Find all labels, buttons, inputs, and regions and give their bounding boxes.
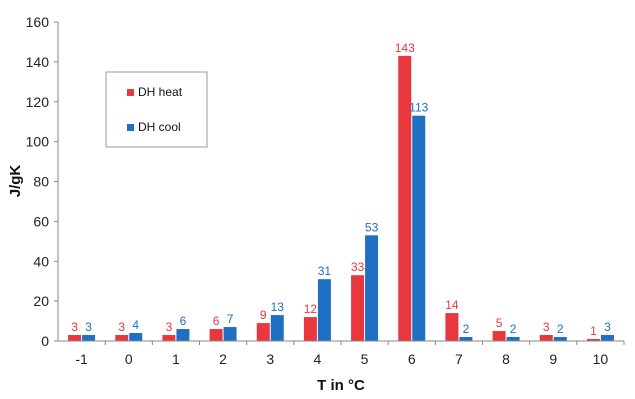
bar-dh-heat xyxy=(209,329,223,341)
data-label-dh-heat: 12 xyxy=(304,302,318,316)
x-axis-title: T in °C xyxy=(317,377,365,394)
data-label-dh-heat: 6 xyxy=(213,314,220,328)
x-tick-label: 9 xyxy=(549,351,557,367)
legend: DH heat DH cool xyxy=(105,71,208,148)
bar-dh-cool xyxy=(506,337,520,341)
bar-dh-heat xyxy=(256,323,270,341)
legend-swatch-dh-cool xyxy=(127,124,134,131)
data-label-dh-cool: 113 xyxy=(409,101,428,115)
x-tick-labels: -1 0 1 2 3 4 5 6 7 8 9 10 xyxy=(75,341,625,367)
y-tick-label: 120 xyxy=(26,94,50,110)
x-tick-label: 10 xyxy=(593,351,609,367)
data-label-dh-cool: 3 xyxy=(604,320,611,334)
x-tick-label: 8 xyxy=(502,351,510,367)
x-tick-label: 1 xyxy=(172,351,180,367)
y-tick-label: 60 xyxy=(33,213,49,229)
bar-dh-cool xyxy=(600,335,614,341)
bar-dh-cool xyxy=(176,329,190,341)
data-label-dh-cool: 2 xyxy=(510,322,517,336)
x-tick-label: 4 xyxy=(314,351,322,367)
x-tick-label: 2 xyxy=(219,351,227,367)
data-label-dh-heat: 33 xyxy=(351,260,365,274)
data-label-dh-cool: 13 xyxy=(271,300,285,314)
bar-dh-heat xyxy=(492,331,506,341)
bar-dh-heat xyxy=(398,55,412,342)
data-label-dh-cool: 7 xyxy=(227,312,234,326)
data-label-dh-heat: 5 xyxy=(496,316,503,330)
y-axis-title: J/gK xyxy=(7,165,24,198)
x-tick-label: 3 xyxy=(266,351,274,367)
data-label-dh-heat: 3 xyxy=(71,320,78,334)
bar-dh-cool xyxy=(365,235,379,341)
bar-dh-heat xyxy=(303,317,317,341)
bars xyxy=(68,55,614,342)
data-label-dh-cool: 6 xyxy=(180,314,187,328)
y-tick-label: 40 xyxy=(33,253,49,269)
y-tick-label: 80 xyxy=(33,174,49,190)
y-tick-label: 20 xyxy=(33,293,49,309)
bar-dh-heat xyxy=(445,313,459,341)
data-label-dh-heat: 143 xyxy=(395,41,415,55)
bar-dh-cool xyxy=(553,337,567,341)
data-label-dh-cool: 4 xyxy=(132,318,139,332)
bar-dh-cool xyxy=(270,315,284,341)
data-label-dh-heat: 9 xyxy=(260,308,267,322)
legend-box xyxy=(105,71,208,148)
data-label-dh-cool: 31 xyxy=(318,264,332,278)
data-label-dh-heat: 1 xyxy=(590,324,597,338)
bar-dh-cool xyxy=(459,337,473,341)
y-tick-label: 140 xyxy=(26,54,50,70)
y-tick-labels: 0 20 40 60 80 100 120 140 160 xyxy=(26,14,58,349)
bar-dh-heat xyxy=(539,335,553,341)
bar-dh-heat xyxy=(162,335,176,341)
bar-dh-heat xyxy=(68,335,82,341)
y-tick-label: 0 xyxy=(41,333,49,349)
data-label-dh-cool: 53 xyxy=(365,220,379,234)
legend-swatch-dh-heat xyxy=(127,89,134,96)
bar-dh-heat xyxy=(351,275,365,341)
x-tick-label: 6 xyxy=(408,351,416,367)
data-label-dh-cool: 2 xyxy=(557,322,564,336)
bar-dh-cool xyxy=(412,115,426,341)
bar-dh-cool xyxy=(129,333,143,341)
data-label-dh-heat: 3 xyxy=(118,320,125,334)
x-tick-label: 7 xyxy=(455,351,463,367)
legend-label-dh-cool: DH cool xyxy=(138,120,181,134)
data-label-dh-heat: 3 xyxy=(166,320,173,334)
legend-label-dh-heat: DH heat xyxy=(138,85,183,99)
bar-dh-heat xyxy=(115,335,129,341)
bar-dh-cool xyxy=(317,279,331,341)
y-tick-label: 100 xyxy=(26,134,50,150)
bar-dh-heat xyxy=(586,339,600,341)
data-label-dh-heat: 14 xyxy=(445,298,459,312)
y-tick-label: 160 xyxy=(26,14,50,30)
x-tick-label: 0 xyxy=(125,351,133,367)
x-tick-label: -1 xyxy=(75,351,88,367)
bar-dh-cool xyxy=(223,327,237,341)
data-label-dh-cool: 3 xyxy=(85,320,92,334)
x-tick-label: 5 xyxy=(361,351,369,367)
bar-dh-cool xyxy=(82,335,96,341)
data-label-dh-cool: 2 xyxy=(463,322,470,336)
data-label-dh-heat: 3 xyxy=(543,320,550,334)
